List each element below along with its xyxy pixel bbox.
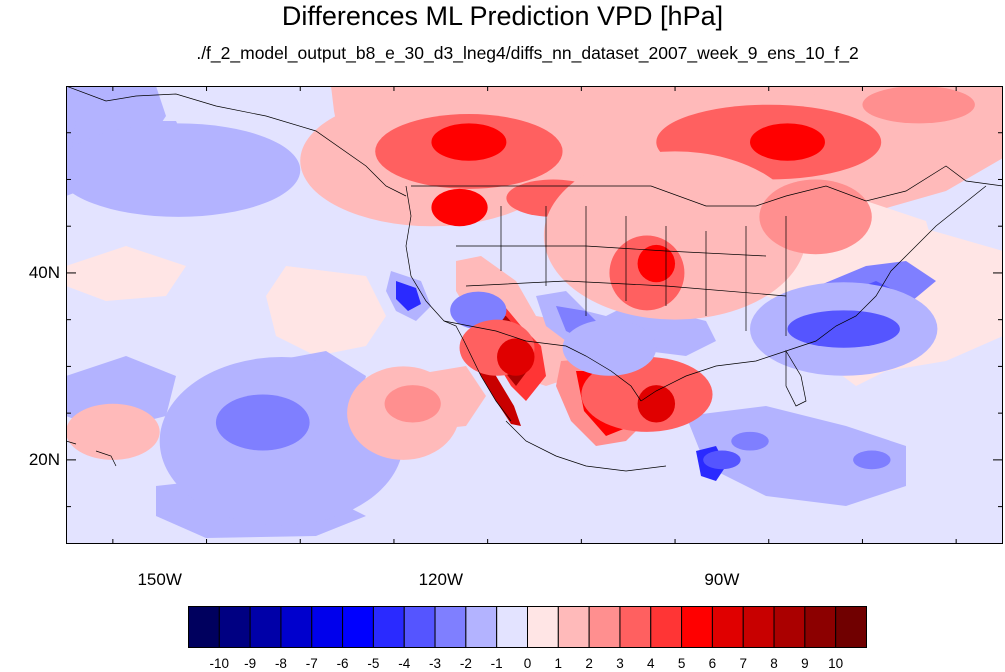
colorbar-swatch-11: [527, 606, 559, 648]
colorbar-swatch-10: [496, 606, 529, 648]
colorbar-swatch-4: [311, 606, 344, 648]
gulf-atlantic-coastline: [640, 185, 987, 402]
political-boundaries: [66, 86, 1003, 472]
colorbar-label-5: -5: [367, 656, 380, 671]
lat-label-20N: 20N: [28, 449, 60, 469]
alaska-coastline: [66, 86, 407, 197]
colorbar-swatch-0: [188, 606, 220, 648]
colorbar-swatch-2: [249, 606, 282, 648]
colorbar-swatch-14: [619, 606, 652, 648]
anomaly-patch-20: [497, 338, 535, 376]
colorbar-swatch-5: [342, 606, 374, 648]
anomaly-patch-26: [703, 450, 741, 470]
anomaly-patch-3: [66, 403, 160, 460]
anomaly-patch-14: [543, 151, 807, 320]
anomaly-patch-5: [384, 385, 441, 423]
colorbar-swatch-8: [434, 606, 467, 648]
colorbar-label-13: 3: [616, 656, 624, 671]
colorbar-label-7: -3: [429, 656, 442, 671]
socal-cool-core: [396, 281, 421, 311]
colorbar-label-4: -6: [336, 656, 349, 671]
anomaly-patch-17: [759, 179, 872, 255]
colorbar-swatch-18: [742, 606, 775, 648]
colorbar-swatch-3: [280, 606, 313, 648]
colorbar-label-15: 5: [677, 656, 686, 671]
colorbar-swatch-13: [588, 606, 621, 648]
colorbar-label-2: -8: [274, 656, 287, 671]
hawaii-islands: [66, 440, 117, 467]
pacific-warm-patch: [66, 246, 186, 301]
colorbar-label-14: 4: [647, 656, 655, 671]
colorbar-swatch-20: [804, 606, 837, 648]
colorbar-label-19: 9: [801, 656, 809, 671]
caribbean-cool-region: [686, 406, 906, 506]
colorbar-label-17: 7: [739, 656, 747, 671]
anomaly-patch-8: [431, 123, 507, 161]
colorbar-label-12: 2: [585, 656, 593, 671]
lon-label-90W: 90W: [704, 570, 740, 589]
anomaly-patch-29: [862, 86, 975, 124]
lat-label-40N: 40N: [28, 262, 60, 282]
anomaly-patch-0: [66, 123, 301, 217]
colorbar-label-3: -7: [305, 656, 318, 671]
colorbar-swatch-7: [403, 606, 436, 648]
anomaly-patch-23: [562, 319, 657, 376]
mexico-pacific-coastline: [505, 420, 667, 472]
map-panel: [66, 86, 1003, 544]
anomaly-patch-25: [787, 310, 900, 348]
colorbar-swatch-1: [218, 606, 251, 648]
colorbar-swatch-19: [773, 606, 806, 648]
anomaly-patch-9: [431, 188, 488, 227]
anomaly-patch-22: [637, 385, 676, 423]
colorbar-label-6: -4: [398, 656, 411, 671]
anomaly-patch-28: [853, 450, 891, 470]
colorbar-label-9: -1: [490, 656, 503, 671]
colorbar-label-16: 6: [708, 656, 717, 671]
anomaly-patch-27: [731, 431, 769, 451]
colorbar-swatches: [188, 606, 867, 648]
colorbar-swatch-9: [465, 606, 498, 648]
us-mexico-border: [443, 320, 642, 402]
lon-label-150W: 150W: [137, 570, 182, 589]
colorbar-label-10: 0: [523, 656, 532, 671]
colorbar-swatch-12: [557, 606, 590, 648]
anomaly-patch-18: [450, 291, 507, 330]
lon-label-120W: 120W: [418, 570, 463, 589]
state-lines-horizontal: [456, 245, 787, 297]
colorbar-label-8: -2: [459, 656, 472, 671]
colorbar-label-20: 10: [828, 656, 844, 671]
colorbar: [188, 606, 867, 648]
us-canada-border: [411, 165, 1003, 207]
map-border: [66, 86, 1003, 544]
colorbar-swatch-16: [681, 606, 713, 648]
southwest-warm-region: [456, 256, 586, 386]
colorbar-swatch-15: [650, 606, 683, 648]
anomaly-patch-13: [750, 123, 825, 161]
colorbar-label-11: 1: [554, 656, 563, 671]
colorbar-swatch-6: [372, 606, 405, 648]
plot-title: Differences ML Prediction VPD [hPa]: [281, 1, 724, 31]
colorbar-swatch-17: [711, 606, 744, 648]
plot-subtitle: ./f_2_model_output_b8_e_30_d3_lneg4/diff…: [196, 43, 859, 63]
offshore-warm-patch: [266, 266, 386, 356]
vpd-difference-field: [66, 86, 1003, 538]
colorbar-swatch-21: [835, 606, 867, 648]
colorbar-label-0: -10: [209, 656, 230, 671]
florida-outline: [785, 349, 807, 407]
colorbar-label-18: 8: [770, 656, 778, 671]
anomaly-patch-2: [215, 394, 310, 451]
colorbar-label-1: -9: [244, 656, 257, 671]
map-canvas: [66, 86, 1003, 544]
